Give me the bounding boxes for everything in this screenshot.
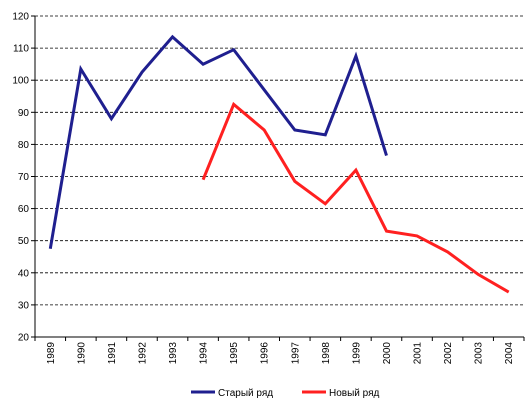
x-tick-label: 1991 bbox=[107, 342, 118, 365]
y-tick-label: 30 bbox=[18, 300, 30, 311]
x-tick-label: 1998 bbox=[321, 342, 332, 365]
x-tick-label: 1989 bbox=[46, 342, 57, 365]
y-tick-label: 100 bbox=[12, 76, 29, 87]
legend-item-series-0: Старый ряд bbox=[191, 388, 273, 399]
x-tick-label: 1996 bbox=[260, 342, 271, 365]
y-tick-label: 90 bbox=[18, 108, 30, 119]
x-tick-label: 1992 bbox=[137, 342, 148, 365]
x-tick-labels: 1989 1990 1991 1992 1993 1994 1995 1996 1997 1998… bbox=[34, 337, 525, 365]
x-tick-label: 2003 bbox=[474, 342, 485, 365]
legend-label-series-1: Новый ряд bbox=[329, 388, 380, 399]
y-tick-label: 50 bbox=[18, 236, 30, 247]
series-line-1 bbox=[201, 101, 510, 294]
y-tick-label: 40 bbox=[18, 268, 30, 279]
y-tick-label: 110 bbox=[13, 44, 29, 55]
y-tick-label: 70 bbox=[18, 172, 30, 183]
legend-item-series-1: Новый ряд bbox=[302, 388, 380, 399]
x-tick-label: 2004 bbox=[504, 342, 515, 365]
x-tick-label: 1994 bbox=[199, 342, 210, 365]
x-tick-label: 2001 bbox=[413, 342, 424, 365]
x-tick-label: 1995 bbox=[229, 342, 240, 365]
x-tick-label: 2000 bbox=[382, 342, 393, 365]
x-tick-label: 1993 bbox=[168, 342, 179, 365]
series-lines bbox=[48, 34, 510, 294]
legend: Старый ряд Новый ряд bbox=[191, 388, 380, 399]
x-tick-label: 1997 bbox=[290, 342, 301, 365]
y-tick-labels: 20 30 40 50 60 70 80 90 100 110 120 bbox=[12, 12, 35, 344]
y-tick-label: 60 bbox=[18, 204, 30, 215]
y-tick-label: 20 bbox=[18, 333, 30, 344]
legend-label-series-0: Старый ряд bbox=[218, 388, 273, 399]
y-tick-label: 120 bbox=[12, 12, 29, 23]
x-tick-label: 1990 bbox=[76, 342, 87, 365]
x-tick-label: 2002 bbox=[443, 342, 454, 365]
grid-lines bbox=[35, 15, 524, 306]
x-tick-label: 1999 bbox=[351, 342, 362, 365]
series-line-0 bbox=[48, 34, 388, 249]
y-tick-label: 80 bbox=[18, 140, 30, 151]
